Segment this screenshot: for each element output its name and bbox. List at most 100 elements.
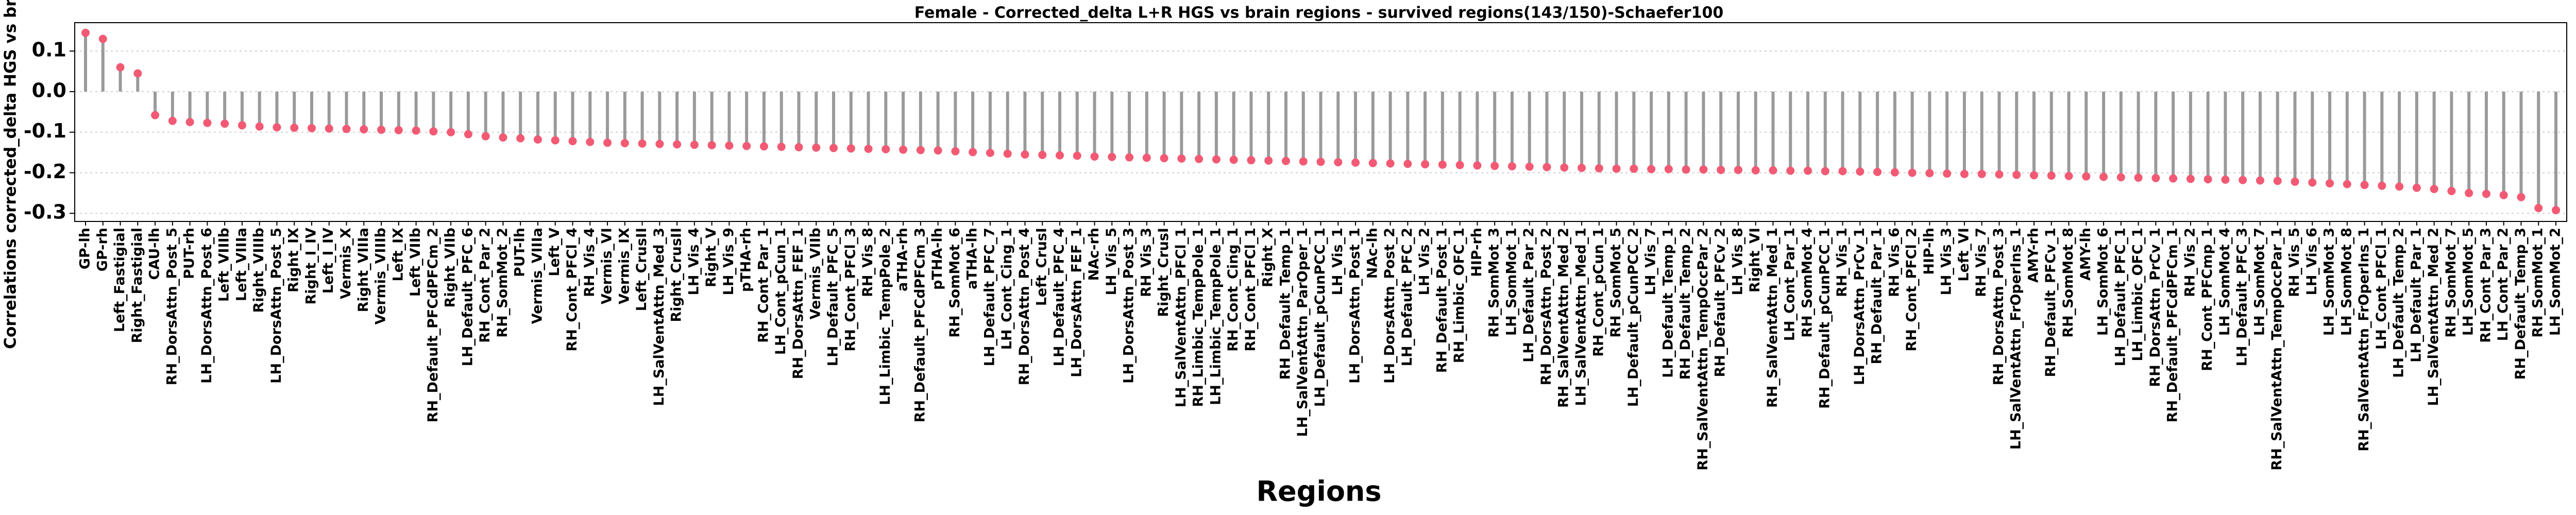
dot: [98, 35, 107, 43]
chart-title: Female - Corrected_delta L+R HGS vs brai…: [914, 4, 1723, 22]
dot: [1890, 168, 1899, 177]
dot: [2047, 171, 2056, 180]
x-tick-label: RH_Vis_6: [1886, 228, 1902, 297]
x-tick-label: Right_VIIIb: [251, 228, 267, 313]
dot: [1543, 163, 1551, 171]
dot: [499, 133, 507, 142]
x-tick-label: RH_Default_Par_1: [1869, 228, 1885, 364]
dot: [307, 124, 316, 132]
dot: [690, 141, 699, 149]
x-tick-label: RH_Default_PFCv_2: [1713, 228, 1728, 377]
dot: [1003, 149, 1012, 158]
x-tick-label: RH_SalVentAttn_FrOperIns_1: [2356, 228, 2372, 452]
x-tick-label: Right_V: [703, 228, 719, 287]
dot: [412, 126, 420, 135]
x-tick-label: LH_Default_PFC_1: [2112, 228, 2128, 366]
x-tick-label: RH_Default_pCunPCC_1: [1817, 228, 1833, 409]
dot: [151, 111, 160, 119]
x-tick-label: AMY-lh: [2078, 228, 2094, 281]
x-tick-label: GP-rh: [94, 228, 110, 271]
dot: [1090, 152, 1099, 161]
x-tick-label: RH_Default_Post_1: [1434, 228, 1450, 373]
x-tick-label: LH_SomMot_2: [2548, 228, 2564, 336]
x-tick-label: LH_SomMot_3: [2321, 228, 2337, 336]
x-tick-label: RH_SomMot_3: [1486, 228, 1502, 338]
x-tick-label: LH_Cont_PFCl_1: [2374, 228, 2389, 350]
x-tick-label: Vermis_VIIb: [808, 228, 824, 319]
x-tick-label: RH_Limbic_OFC_1: [1451, 228, 1467, 363]
dot: [1421, 160, 1430, 168]
x-tick-label: RH_Vis_8: [860, 228, 876, 297]
x-tick-label: aTHA-rh: [895, 228, 911, 291]
x-tick-label: HIP-lh: [1921, 228, 1937, 275]
x-tick-label: RH_Default_PFCdPFCm_3: [912, 228, 928, 422]
dot: [2343, 180, 2351, 188]
dot: [551, 136, 560, 145]
x-tick-label: LH_Vis_3: [1939, 228, 1955, 295]
dot: [603, 139, 612, 147]
x-tick-label: LH_Vis_7: [1643, 228, 1659, 295]
dot: [1664, 165, 1673, 174]
dot: [1977, 169, 1986, 178]
dot: [2378, 181, 2386, 190]
dot: [2499, 191, 2508, 199]
x-tick-label: RH_Vis_7: [1973, 228, 1989, 297]
x-tick-label: aTHA-lh: [964, 228, 980, 289]
dot: [2412, 183, 2421, 192]
x-axis-label: Regions: [1256, 475, 1381, 508]
dot: [673, 140, 682, 149]
dot: [342, 125, 351, 133]
dot: [1195, 154, 1204, 163]
x-tick-label: LH_Vis_8: [1730, 228, 1745, 295]
x-tick-label: LH_Vis_2: [1417, 228, 1433, 295]
dot: [81, 28, 90, 37]
x-tick-label: pTHA-rh: [738, 228, 754, 292]
dot: [1299, 157, 1308, 166]
x-tick-label: LH_SomMot_5: [2461, 228, 2477, 336]
dot: [1821, 167, 1829, 176]
x-tick-label: Left_CrusI: [1034, 228, 1050, 306]
x-tick-label: LH_DorsAttn_Post_2: [1382, 228, 1398, 384]
x-tick-label: RH_SomMot_5: [1608, 228, 1624, 338]
x-tick-label: LH_Vis_6: [2304, 228, 2320, 295]
x-tick-label: HIP-rh: [1469, 228, 1485, 277]
dot: [1578, 164, 1586, 173]
dot: [116, 63, 125, 72]
x-tick-label: RH_SomMot_4: [1799, 228, 1815, 338]
dot: [1612, 164, 1621, 173]
x-tick-label: LH_Default_PFC_2: [1399, 228, 1415, 366]
dot: [2099, 173, 2108, 181]
dot: [221, 119, 229, 128]
x-tick-label: RH_Cont_PFCmp_1: [2199, 228, 2215, 371]
x-tick-label: RH_Cont_Cing_1: [1225, 228, 1241, 352]
x-tick-label: LH_Vis_9: [721, 228, 737, 295]
dot: [1473, 161, 1482, 170]
x-tick-label: LH_Default_PFC_4: [1051, 228, 1067, 366]
dot: [1873, 167, 1882, 176]
x-tick-label: Vermis_X: [338, 228, 354, 299]
dot: [1630, 164, 1638, 173]
dot: [1108, 152, 1116, 161]
x-tick-label: RH_Vis_1: [1834, 228, 1850, 297]
x-tick-label: LH_Cont_pCun_1: [773, 228, 789, 355]
x-tick-label: NAc-lh: [1364, 228, 1380, 279]
dot: [481, 132, 490, 141]
x-tick-label: LH_DorsAttn_PrCv_1: [1852, 228, 1868, 385]
dot: [238, 121, 246, 130]
dot: [1038, 150, 1047, 159]
dot: [203, 118, 212, 127]
dot: [916, 146, 925, 154]
dot: [516, 134, 525, 143]
dot: [2186, 175, 2195, 183]
dot: [185, 118, 194, 126]
x-tick-label: RH_Cont_Par_3: [2478, 228, 2494, 343]
x-tick-label: LH_SomMot_6: [2095, 228, 2111, 336]
dot: [1908, 168, 1917, 177]
x-tick-label: LH_SomMot_4: [2217, 228, 2233, 336]
x-tick-label: RH_DorsAttn_Post_2: [1538, 228, 1554, 385]
dot: [1786, 166, 1795, 175]
dot: [133, 69, 142, 78]
dot: [742, 142, 751, 150]
x-tick-label: RH_Vis_2: [2182, 228, 2198, 297]
